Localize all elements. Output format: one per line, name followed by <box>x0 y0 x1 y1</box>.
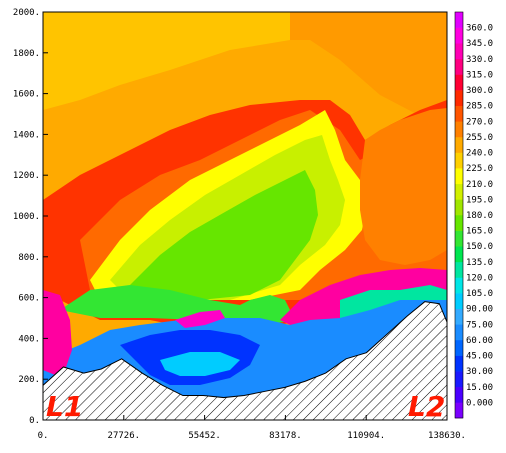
colorbar-level-label: 60.00 <box>466 336 493 346</box>
colorbar-swatch <box>455 293 463 309</box>
colorbar-level-label: 165.0 <box>466 227 493 237</box>
colorbar-swatch <box>455 308 463 325</box>
x-tick-label: 110904. <box>347 431 385 441</box>
colorbar-level-label: 270.0 <box>466 117 493 127</box>
field-right-orange <box>360 108 447 265</box>
colorbar-level-label: 285.0 <box>466 102 493 112</box>
colorbar-level-label: 150.0 <box>466 242 493 252</box>
colorbar-swatch <box>455 386 463 403</box>
x-tick-label: 83178. <box>269 431 302 441</box>
colorbar-swatch <box>455 121 463 138</box>
colorbar-level-label: 330.0 <box>466 55 493 65</box>
colorbar-swatch <box>455 105 463 122</box>
colorbar-swatch <box>455 230 463 247</box>
y-tick-label: 1800. <box>13 49 40 59</box>
colorbar-swatch <box>455 371 463 388</box>
colorbar-level-label: 120.0 <box>466 273 493 283</box>
x-tick-label: 27726. <box>108 431 141 441</box>
y-tick-label: 0. <box>29 416 40 426</box>
y-tick-label: 600. <box>18 294 40 304</box>
field-magenta-center <box>175 310 225 328</box>
colorbar-level-label: 30.00 <box>466 367 493 377</box>
colorbar-level-label: 255.0 <box>466 133 493 143</box>
y-tick-label: 1000. <box>13 212 40 222</box>
axes: 0. 200. 400. 600. 800. 1000. 1200. 1400. 1600. 18… <box>13 8 466 441</box>
colorbar-level-label: 315.0 <box>466 70 493 80</box>
colorbar-swatch <box>455 355 463 372</box>
colorbar-swatch <box>455 168 463 185</box>
colorbar-level-label: 105.0 <box>466 289 493 299</box>
colorbar-level-label: 360.0 <box>466 24 493 34</box>
colorbar-level-label: 75.00 <box>466 320 493 330</box>
x-tick-label: 0. <box>38 431 49 441</box>
colorbar-level-label: 195.0 <box>466 195 493 205</box>
colorbar-swatch <box>455 12 463 28</box>
colorbar: 0.000 15.00 30.00 45.00 60.00 75.00 90.00 105.0… <box>454 11 493 419</box>
colorbar-swatch <box>455 43 463 60</box>
colorbar-level-label: 225.0 <box>466 164 493 174</box>
field-upper-left <box>43 12 290 110</box>
colorbar-frame <box>454 11 464 419</box>
y-tick-label: 400. <box>18 334 40 344</box>
colorbar-swatch <box>455 402 463 419</box>
colorbar-swatch <box>455 261 463 278</box>
colorbar-swatch <box>455 324 463 341</box>
colorbar-level-label: 300.0 <box>466 86 493 96</box>
colorbar-swatch <box>455 277 463 294</box>
colorbar-level-label: 0.000 <box>466 398 493 408</box>
field-green <box>130 170 318 300</box>
colorbar-swatch <box>455 58 463 75</box>
colorbar-level-label: 90.00 <box>466 305 493 315</box>
y-tick-label: 2000. <box>13 8 40 18</box>
colorbar-swatch <box>455 74 463 91</box>
y-tick-label: 1600. <box>13 90 40 100</box>
x-tick-label: 138630. <box>428 431 466 441</box>
field-magenta-left <box>43 290 72 375</box>
label-l1: L1 <box>46 390 83 423</box>
y-tick-label: 800. <box>18 253 40 263</box>
colorbar-swatch <box>455 246 463 263</box>
colorbar-level-label: 345.0 <box>466 39 493 49</box>
colorbar-swatch <box>455 27 463 44</box>
colorbar-level-label: 210.0 <box>466 180 493 190</box>
y-tick-label: 1400. <box>13 130 40 140</box>
y-tick-label: 1200. <box>13 171 40 181</box>
colorbar-swatch <box>455 90 463 106</box>
colorbar-level-label: 180.0 <box>466 211 493 221</box>
x-tick-label: 55452. <box>188 431 221 441</box>
colorbar-swatch <box>455 215 463 231</box>
field-cyan-core <box>160 352 240 376</box>
field-green-cyan <box>60 285 300 325</box>
colorbar-swatch <box>455 339 463 356</box>
colorbar-swatch <box>455 183 463 200</box>
colorbar-level-label: 240.0 <box>466 149 493 159</box>
colorbar-swatch <box>455 152 463 169</box>
label-l2: L2 <box>408 390 445 423</box>
plot-area <box>43 12 447 420</box>
colorbar-level-label: 45.00 <box>466 352 493 362</box>
colorbar-level-label: 135.0 <box>466 258 493 268</box>
colorbar-swatch <box>455 136 463 153</box>
colorbar-level-label: 15.00 <box>466 383 493 393</box>
terrain-hatch <box>42 301 448 421</box>
colorbar-swatch <box>455 199 463 216</box>
y-tick-label: 200. <box>18 375 40 385</box>
